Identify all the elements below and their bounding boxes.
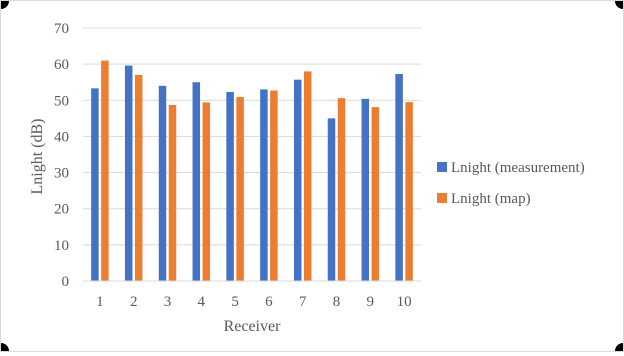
bar-series1-receiver-2 [124,65,133,282]
bar-series1-receiver-9 [361,98,370,281]
bar-series2-receiver-2 [134,74,143,281]
y-tick-label: 20 [54,202,69,218]
frame-corner-bottom-left [1,343,9,351]
x-tick-label: 7 [299,294,307,310]
bar-series2-receiver-8 [337,98,346,281]
legend-label-2: Lnight (map) [451,191,531,207]
x-tick-label: 8 [333,294,341,310]
bar-series2-receiver-3 [168,104,177,281]
bars [91,60,413,282]
frame-corner-top-right [615,1,623,9]
y-axis-label: Lnight (dB) [29,119,46,195]
x-tick-label: 10 [397,294,412,310]
bar-series1-receiver-4 [192,82,201,281]
x-tick-label: 3 [164,294,172,310]
bar-series1-receiver-3 [158,85,167,281]
bar-series1-receiver-5 [226,91,234,281]
y-tick-label: 70 [54,21,69,37]
x-tick-labels: 1 2 3 4 5 6 7 8 9 10 [96,294,411,310]
bar-series2-receiver-1 [101,60,109,282]
y-tick-label: 40 [54,129,69,145]
bar-series2-receiver-5 [236,97,244,281]
frame-corner-top-left [1,1,9,9]
bar-series2-receiver-9 [371,107,380,281]
bar-series1-receiver-6 [260,89,268,281]
bar-series1-receiver-1 [91,88,99,281]
y-tick-label: 30 [54,166,69,182]
y-tick-label: 10 [54,238,69,254]
bar-series2-receiver-7 [303,71,312,281]
y-tick-label: 50 [54,93,69,109]
y-tick-label: 60 [54,57,69,73]
legend: Lnight (measurement) Lnight (map) [437,160,585,207]
x-tick-label: 6 [265,294,273,310]
x-tick-label: 4 [198,294,206,310]
x-tick-label: 5 [231,294,239,310]
legend-label-1: Lnight (measurement) [451,160,585,176]
y-tick-label: 0 [62,274,70,290]
x-tick-label: 2 [130,294,138,310]
x-tick-label: 1 [96,294,104,310]
y-tick-labels: 0 10 20 30 40 50 60 70 [54,21,69,290]
x-tick-label: 9 [367,294,375,310]
frame-corner-bottom-right [615,343,623,351]
bar-series2-receiver-6 [270,90,278,281]
bar-series2-receiver-4 [202,102,211,281]
legend-swatch-2 [437,193,447,203]
bar-series2-receiver-10 [405,102,413,281]
x-axis-label: Receiver [224,318,282,335]
legend-swatch-1 [437,162,447,172]
bar-series1-receiver-10 [395,73,403,281]
bar-series1-receiver-8 [327,118,336,281]
gridlines [83,27,421,246]
bar-series1-receiver-7 [293,79,302,281]
